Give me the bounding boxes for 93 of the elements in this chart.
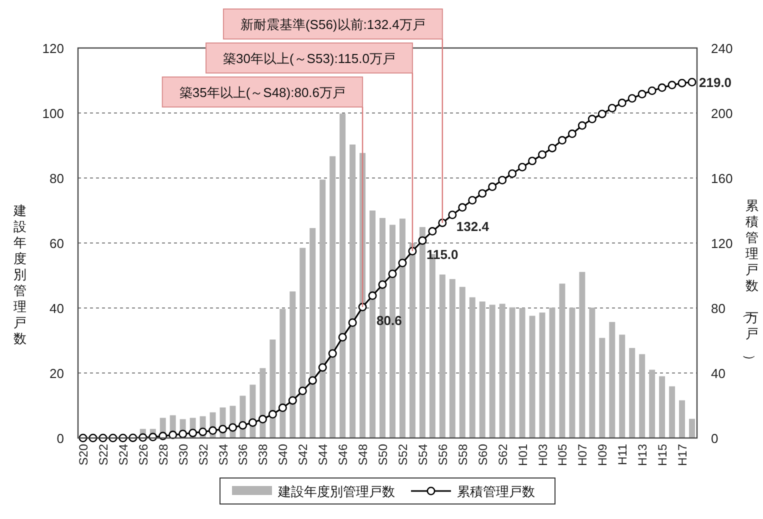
- y-tick-label: 0: [56, 431, 64, 446]
- bar: [549, 308, 556, 438]
- y-tick-label: 60: [50, 236, 64, 251]
- bar: [669, 386, 676, 438]
- x-tick-label: S46: [336, 444, 350, 466]
- bar: [300, 248, 306, 438]
- bar: [320, 180, 326, 438]
- bar: [639, 354, 646, 438]
- bar: [290, 291, 296, 438]
- bar: [689, 418, 696, 438]
- x-tick-label: H15: [656, 444, 670, 466]
- x-tick-label: S42: [296, 444, 310, 466]
- annotation: 築30年以上(～S53):115.0万戸: [223, 51, 396, 66]
- y2-tick-label: 120: [711, 236, 733, 251]
- bar: [439, 274, 446, 438]
- bar: [539, 312, 546, 438]
- text: 建設年度別管理戸数: [14, 203, 26, 346]
- y-tick-label: 20: [50, 366, 64, 381]
- bar: [569, 308, 576, 438]
- bar: [310, 228, 316, 438]
- y2-tick-label: 80: [711, 301, 726, 316]
- x-tick-label: S26: [136, 444, 150, 466]
- x-tick-label: S20: [76, 444, 90, 466]
- x-tick-label: H13: [636, 444, 650, 466]
- bar: [469, 297, 476, 438]
- bar: [579, 272, 586, 438]
- bar: [519, 308, 526, 438]
- x-tick-label: H05: [556, 444, 570, 466]
- data-label: 80.6: [376, 313, 402, 328]
- bar: [589, 308, 596, 438]
- x-tick-label: S36: [236, 444, 250, 466]
- x-tick-label: H17: [676, 444, 690, 466]
- y-tick-label: 80: [50, 171, 64, 186]
- bar: [409, 243, 416, 438]
- x-tick-label: S34: [216, 444, 230, 466]
- x-tick-label: H03: [536, 444, 550, 466]
- annotation: 築35年以上(～S48):80.6万戸: [162, 76, 364, 308]
- bar: [350, 144, 356, 438]
- x-tick-label: S62: [496, 444, 510, 466]
- data-label: 115.0: [426, 247, 458, 262]
- bar: [599, 338, 606, 438]
- data-label: 132.4: [456, 218, 490, 234]
- x-tick-label: H09: [596, 444, 610, 466]
- bar: [509, 307, 516, 438]
- bar: [679, 400, 686, 438]
- bar: [280, 308, 286, 438]
- x-tick-label: S28: [156, 444, 170, 466]
- bar: [489, 304, 496, 438]
- x-tick-label: S40: [276, 444, 290, 466]
- y2-tick-label: 240: [711, 41, 733, 56]
- x-tick-label: H07: [576, 444, 590, 466]
- legend-label: 累積管理戸数: [457, 484, 535, 499]
- bar: [659, 376, 666, 438]
- bar: [529, 316, 536, 438]
- x-tick-label: S44: [316, 444, 330, 466]
- bar: [270, 340, 276, 438]
- x-tick-label: S30: [176, 444, 190, 466]
- x-tick-label: S24: [116, 444, 130, 466]
- bar: [629, 348, 636, 438]
- x-tick-label: S38: [256, 444, 270, 466]
- y-tick-label: 100: [42, 106, 64, 121]
- x-tick-label: H11: [616, 444, 630, 466]
- bar: [419, 227, 426, 438]
- bar: [619, 334, 626, 438]
- x-tick-label: S48: [356, 444, 370, 466]
- bar: [340, 114, 346, 438]
- y2-tick-label: 0: [711, 431, 718, 446]
- x-tick-label: S56: [436, 444, 450, 466]
- bar: [499, 304, 506, 438]
- y2-tick-label: 40: [711, 366, 726, 381]
- annotation: 築35年以上(～S48):80.6万戸: [179, 85, 346, 100]
- x-tick-label: S54: [416, 444, 430, 466]
- x-tick-label: S50: [376, 444, 390, 466]
- x-tick-label: S32: [196, 444, 210, 466]
- bar: [649, 370, 656, 438]
- bar: [370, 210, 376, 438]
- y2-tick-label: 160: [711, 171, 733, 186]
- legend-label: 建設年度別管理戸数: [277, 484, 395, 499]
- bar: [459, 286, 466, 438]
- bar: [330, 156, 336, 438]
- y-tick-label: 40: [50, 301, 64, 316]
- data-label: 219.0: [699, 75, 732, 90]
- x-tick-label: S52: [396, 444, 410, 466]
- x-tick-label: H01: [516, 444, 530, 466]
- y-tick-label: 120: [42, 41, 64, 56]
- bar: [559, 284, 566, 438]
- bar: [449, 279, 456, 438]
- x-tick-label: S22: [96, 444, 110, 466]
- x-tick-label: S60: [476, 444, 490, 466]
- x-tick-label: S58: [456, 444, 470, 466]
- bar: [479, 302, 486, 438]
- bar: [609, 322, 616, 438]
- y2-tick-label: 200: [711, 106, 733, 121]
